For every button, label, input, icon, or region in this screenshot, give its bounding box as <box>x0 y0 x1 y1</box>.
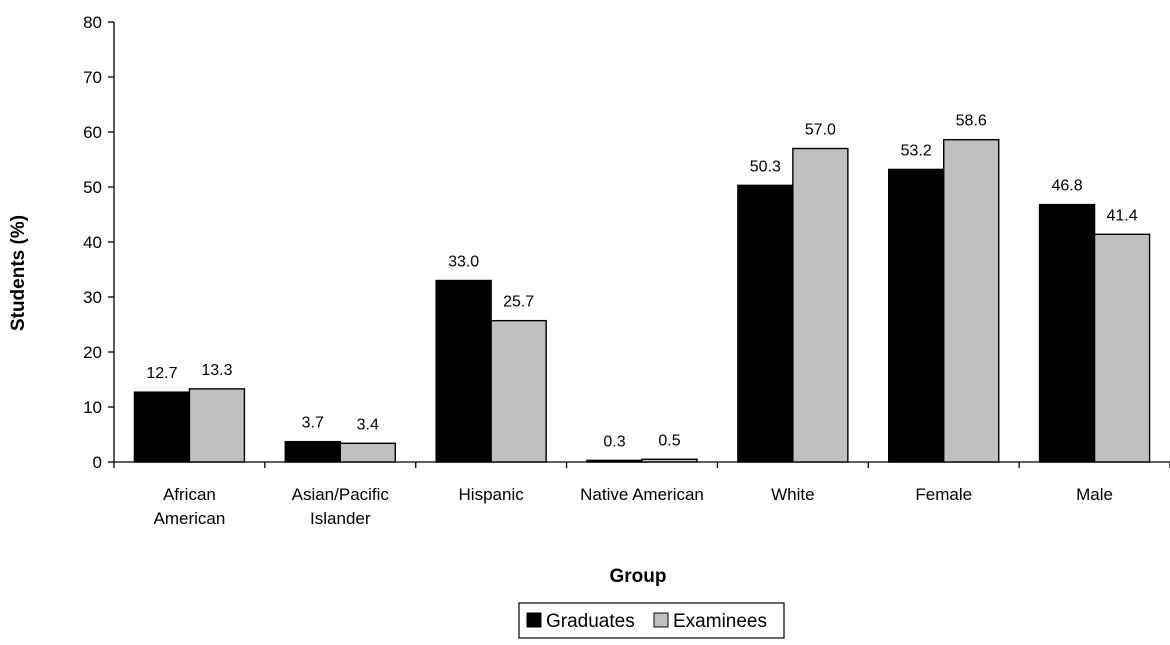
bar-value-label: 0.5 <box>658 432 680 449</box>
category-labels: African American Asian/Pacific Islander Hisp… <box>154 485 1113 528</box>
bars <box>133 138 1151 463</box>
legend: Graduates Examinees <box>518 602 785 639</box>
category-label: Islander <box>310 509 371 528</box>
y-tick-label: 60 <box>83 123 102 142</box>
bar-value-label: 41.4 <box>1107 207 1138 224</box>
x-axis <box>113 461 1170 468</box>
bar-graduates <box>284 440 341 463</box>
category-label: Hispanic <box>459 485 525 504</box>
category-label: Female <box>915 485 972 504</box>
bar-graduates <box>435 279 492 463</box>
bar-examinees <box>1093 233 1151 463</box>
bar-value-label: 46.8 <box>1052 178 1083 195</box>
legend-label-graduates: Graduates <box>546 611 635 632</box>
y-tick-label: 0 <box>93 453 102 472</box>
x-axis-title: Group <box>610 566 667 587</box>
bar-value-label: 3.4 <box>357 416 379 433</box>
bar-graduates <box>1038 203 1096 463</box>
bar-value-label: 53.2 <box>901 142 932 159</box>
category-label: Native American <box>580 485 704 504</box>
bar-value-label: 3.7 <box>302 415 324 432</box>
y-tick-label: 20 <box>83 343 102 362</box>
bar-value-label: 58.6 <box>956 113 987 130</box>
category-label: African <box>163 485 216 504</box>
bar-value-label: 57.0 <box>805 122 836 139</box>
category-label: Asian/Pacific <box>292 485 390 504</box>
bar-examinees <box>943 138 1000 463</box>
bar-graduates <box>133 391 191 463</box>
category-label: Male <box>1076 485 1113 504</box>
bar-graduates <box>888 168 945 463</box>
bar-examinees <box>792 147 849 463</box>
y-tick-label: 80 <box>83 13 102 32</box>
y-tick-label: 40 <box>83 233 102 252</box>
bar-value-label: 0.3 <box>603 433 625 450</box>
bar-examinees <box>339 442 396 463</box>
category-label: American <box>154 509 226 528</box>
bar-graduates <box>586 459 643 463</box>
bar-examinees <box>188 388 246 463</box>
y-axis: 0 10 20 30 40 50 60 70 80 <box>83 13 115 472</box>
bar-value-labels: 12.7 13.3 3.7 3.4 33.0 25.7 0.3 0.5 50.3 57.0 53.2… <box>146 113 1137 451</box>
bar-examinees <box>641 458 698 463</box>
legend-swatch-examinees <box>653 612 669 628</box>
bar-value-label: 25.7 <box>503 294 534 311</box>
legend-box <box>518 602 785 639</box>
y-axis-title: Students (%) <box>8 215 29 331</box>
bar-examinees <box>490 319 547 463</box>
bar-value-label: 12.7 <box>146 365 177 382</box>
bar-value-label: 50.3 <box>750 158 781 175</box>
bar-value-label: 33.0 <box>448 254 479 271</box>
y-tick-label: 70 <box>83 68 102 87</box>
category-label: White <box>771 485 814 504</box>
legend-label-examinees: Examinees <box>673 611 767 632</box>
legend-swatch-graduates <box>526 612 542 628</box>
y-tick-label: 50 <box>83 178 102 197</box>
y-tick-label: 30 <box>83 288 102 307</box>
bar-graduates <box>737 184 794 463</box>
y-tick-label: 10 <box>83 398 102 417</box>
bar-value-label: 13.3 <box>201 362 232 379</box>
